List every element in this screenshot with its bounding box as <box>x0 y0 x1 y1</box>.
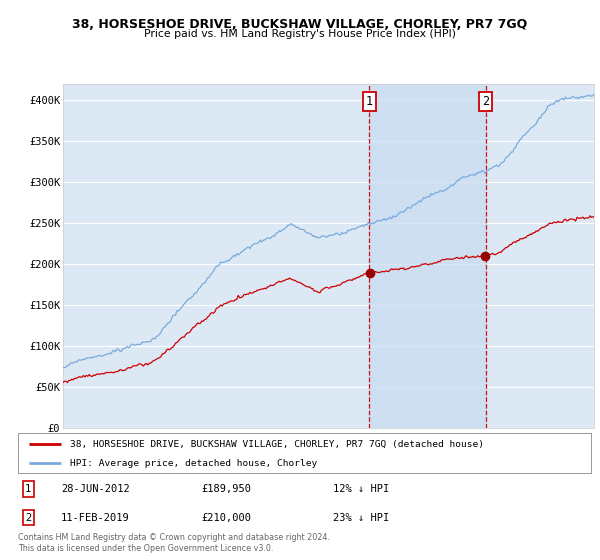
Text: 1: 1 <box>25 484 31 494</box>
Text: 12% ↓ HPI: 12% ↓ HPI <box>333 484 389 494</box>
Text: 11-FEB-2019: 11-FEB-2019 <box>61 513 130 522</box>
Text: 38, HORSESHOE DRIVE, BUCKSHAW VILLAGE, CHORLEY, PR7 7GQ (detached house): 38, HORSESHOE DRIVE, BUCKSHAW VILLAGE, C… <box>70 440 484 449</box>
Text: HPI: Average price, detached house, Chorley: HPI: Average price, detached house, Chor… <box>70 459 317 468</box>
Bar <box>370 84 485 428</box>
Text: £210,000: £210,000 <box>202 513 251 522</box>
Text: Contains HM Land Registry data © Crown copyright and database right 2024.
This d: Contains HM Land Registry data © Crown c… <box>18 533 330 553</box>
Text: 38, HORSESHOE DRIVE, BUCKSHAW VILLAGE, CHORLEY, PR7 7GQ: 38, HORSESHOE DRIVE, BUCKSHAW VILLAGE, C… <box>73 18 527 31</box>
Text: £189,950: £189,950 <box>202 484 251 494</box>
Text: 2: 2 <box>482 95 489 108</box>
Text: 23% ↓ HPI: 23% ↓ HPI <box>333 513 389 522</box>
Text: Price paid vs. HM Land Registry's House Price Index (HPI): Price paid vs. HM Land Registry's House … <box>144 29 456 39</box>
Text: 2: 2 <box>25 513 31 522</box>
Text: 28-JUN-2012: 28-JUN-2012 <box>61 484 130 494</box>
Text: 1: 1 <box>366 95 373 108</box>
